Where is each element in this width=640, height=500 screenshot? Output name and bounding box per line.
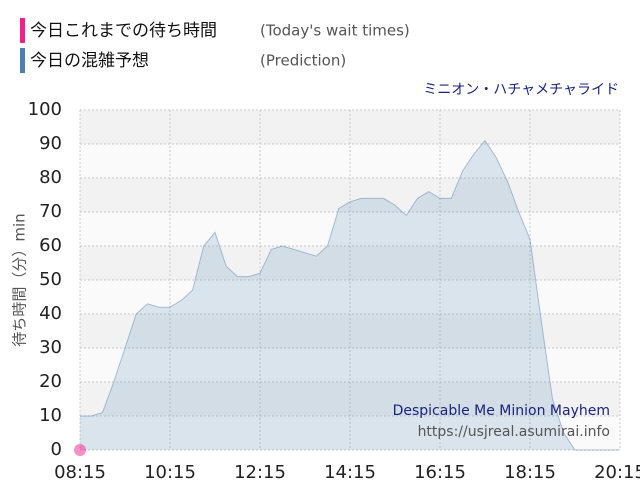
y-tick-label: 80 [39, 167, 62, 188]
attraction-name: ミニオン・ハチャメチャライド [423, 82, 619, 98]
band [80, 212, 620, 246]
x-tick-label: 10:15 [144, 462, 196, 483]
y-tick-label: 60 [39, 235, 62, 256]
plot-area: 0 10 20 30 40 50 60 70 80 90 100 08:15 10:15 12:15 14:… [28, 99, 640, 483]
y-tick-label: 20 [39, 371, 62, 392]
band [80, 280, 620, 314]
watermark: Despicable Me Minion Mayhem [393, 403, 610, 419]
x-tick-label: 08:15 [54, 462, 106, 483]
y-tick-label: 90 [39, 133, 62, 154]
y-tick-label: 30 [39, 337, 62, 358]
band [80, 416, 620, 450]
x-tick-label: 14:15 [324, 462, 376, 483]
area-line [80, 139, 620, 451]
legend-label: 今日これまでの待ち時間 [30, 21, 217, 41]
today-point [74, 444, 86, 456]
band [80, 348, 620, 382]
y-tick-label: 50 [39, 269, 62, 290]
y-tick-label: 70 [39, 201, 62, 222]
y-axis-label: 待ち時間（分）min [11, 213, 29, 346]
legend-note: (Today's wait times) [260, 22, 410, 40]
y-tick-label: 40 [39, 303, 62, 324]
legend-label: 今日の混雑予想 [30, 51, 149, 71]
y-tick-label: 0 [51, 439, 62, 460]
band [80, 144, 620, 178]
y-tick-label: 10 [39, 405, 62, 426]
legend-swatch [20, 48, 25, 73]
legend-note: (Prediction) [260, 52, 346, 70]
x-tick-label: 20:15 [594, 462, 640, 483]
x-tick-label: 16:15 [414, 462, 466, 483]
source: https://usjreal.asumirai.info [418, 424, 610, 440]
x-tick-label: 18:15 [504, 462, 556, 483]
x-tick-label: 12:15 [234, 462, 286, 483]
area-fill [80, 140, 620, 450]
legend-swatch [20, 18, 25, 43]
y-tick-label: 100 [28, 99, 62, 120]
